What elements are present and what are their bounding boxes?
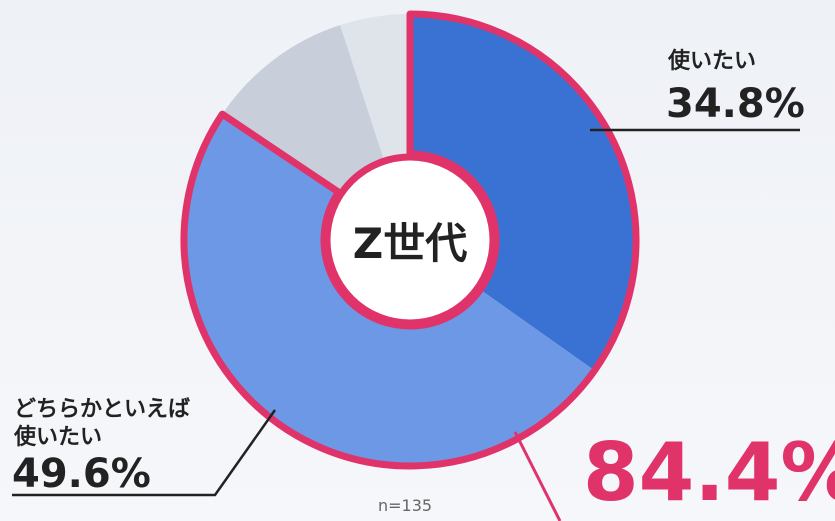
center-label: Z世代 xyxy=(325,210,495,271)
value-label: 49.6% xyxy=(12,452,151,496)
category-label: どちらかといえば使いたい xyxy=(14,396,204,452)
leader-line xyxy=(515,432,560,521)
total-annotation: 84.4% xyxy=(583,428,835,518)
sample-note: n=135 xyxy=(378,496,432,515)
page: 使いたい 34.8% どちらかといえば使いたい 49.6% 84.4% n=13… xyxy=(0,0,835,521)
value-label: 34.8% xyxy=(666,82,805,126)
category-label: 使いたい xyxy=(668,48,756,76)
